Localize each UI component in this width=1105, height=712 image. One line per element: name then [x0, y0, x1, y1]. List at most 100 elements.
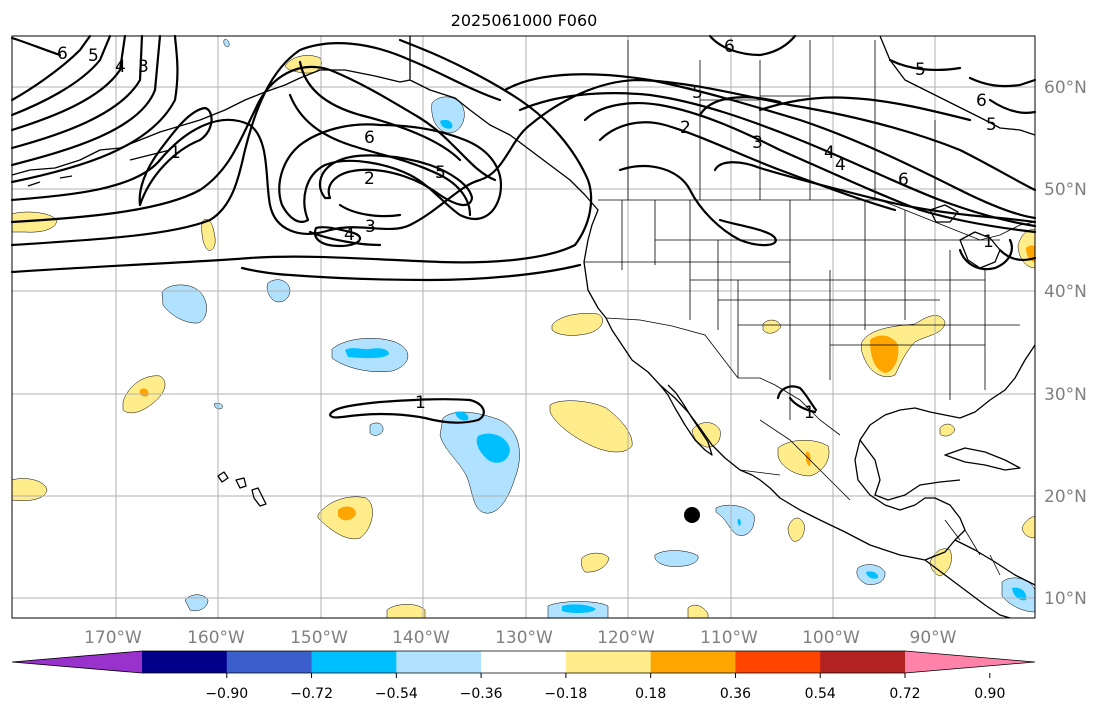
lon-label: 110°W — [700, 628, 758, 648]
colorbar-segment — [820, 651, 906, 673]
positive-area — [777, 440, 830, 477]
contour-label: 2 — [680, 118, 691, 138]
contour-label: 5 — [435, 163, 446, 183]
lat-label: 40°N — [1044, 282, 1087, 302]
negative-core — [562, 604, 596, 614]
contour-label: 1 — [804, 403, 815, 423]
lon-label: 140°W — [392, 628, 450, 648]
positive-area — [939, 423, 956, 437]
contour-label: 3 — [138, 57, 149, 77]
height-contours — [10, 34, 1037, 424]
colorbar-tick-label: −0.90 — [205, 686, 248, 702]
positive-core — [338, 506, 356, 521]
lat-label: 30°N — [1044, 385, 1087, 405]
contour-label: 6 — [57, 44, 68, 64]
contour-label: 6 — [976, 91, 987, 111]
contour-labels: 6 5 4 3 6 2 5 3 4 6 5 2 3 4 6 4 5 5 6 1 … — [57, 37, 997, 423]
negative-area — [369, 422, 384, 436]
colorbar-tick-label: −0.36 — [460, 686, 503, 702]
negative-area — [161, 284, 207, 324]
contour-label: 5 — [986, 115, 997, 135]
contour-label: 1 — [415, 393, 426, 413]
negative-area — [184, 594, 209, 612]
colorbar-segment — [142, 651, 228, 673]
colorbar-tick-label: 0.90 — [974, 686, 1005, 702]
lon-label: 100°W — [802, 628, 860, 648]
positive-area — [549, 400, 633, 453]
colorbar-tick-label: −0.18 — [544, 686, 587, 702]
colorbar-tick-label: −0.54 — [375, 686, 418, 702]
lat-label: 60°N — [1044, 78, 1087, 98]
political-borders — [584, 40, 1036, 576]
longitude-labels: 170°W 160°W 150°W 140°W 130°W 120°W 110°… — [84, 628, 957, 648]
contour-label: 4 — [344, 225, 355, 245]
colorbar-tick-label: 0.72 — [889, 686, 920, 702]
negative-area — [654, 550, 699, 567]
contour-label: 6 — [364, 128, 375, 148]
contour-label: 5 — [692, 83, 703, 103]
contour-label: 4 — [835, 155, 846, 175]
colorbar-tick-label: −0.72 — [290, 686, 333, 702]
positive-area — [551, 313, 603, 336]
positive-area — [762, 319, 782, 334]
map-background — [12, 36, 1035, 618]
colorbar-tick-label: 0.54 — [805, 686, 836, 702]
colorbar-segment — [565, 651, 652, 673]
colorbar-segment — [396, 651, 482, 673]
colorbar-segment — [650, 651, 736, 673]
lon-label: 170°W — [84, 628, 142, 648]
negative-core — [476, 433, 510, 463]
positive-core — [139, 388, 149, 397]
positive-area — [11, 478, 48, 501]
lon-label: 150°W — [290, 628, 348, 648]
colorbar-segment — [481, 651, 567, 673]
colorbar: −0.90 −0.72 −0.54 −0.36 −0.18 0.18 0.36 0.54 0.7… — [11, 650, 1036, 702]
negative-core — [737, 518, 741, 526]
lon-label: 130°W — [495, 628, 553, 648]
contour-label: 2 — [364, 169, 375, 189]
contour-label: 4 — [115, 57, 126, 77]
negative-core — [455, 411, 469, 421]
positive-area — [787, 517, 805, 542]
contour-label: 3 — [752, 133, 763, 153]
colorbar-extend-low — [12, 651, 142, 673]
negative-area — [715, 504, 755, 536]
lon-label: 120°W — [597, 628, 655, 648]
colorbar-segment — [311, 651, 397, 673]
map-panel: 6 5 4 3 6 2 5 3 4 6 5 2 3 4 6 4 5 5 6 1 … — [10, 34, 1037, 619]
contour-label: 4 — [824, 143, 835, 163]
negative-core — [440, 119, 453, 129]
positive-area — [687, 604, 709, 619]
colorbar-segment — [226, 651, 313, 673]
negative-core — [345, 348, 389, 359]
negative-area — [431, 96, 465, 134]
colorbar-segment — [735, 651, 821, 673]
colorbar-tick-label: 0.18 — [635, 686, 666, 702]
lat-label: 10°N — [1044, 589, 1087, 609]
lat-label: 20°N — [1044, 487, 1087, 507]
positive-core — [805, 451, 811, 466]
lat-label: 50°N — [1044, 180, 1087, 200]
map-title: 2025061000 F060 — [451, 11, 598, 30]
lon-label: 90°W — [910, 628, 957, 648]
location-marker — [684, 507, 700, 523]
latitude-labels: 60°N 50°N 40°N 30°N 20°N 10°N — [1044, 78, 1087, 609]
map-frame — [11, 35, 1036, 619]
contour-label: 6 — [724, 37, 735, 57]
anomaly-shading — [11, 39, 1036, 619]
negative-core — [1012, 587, 1027, 601]
colorbar-tick-label: 0.36 — [720, 686, 751, 702]
lon-label: 160°W — [187, 628, 245, 648]
negative-area — [223, 39, 230, 47]
positive-area — [386, 604, 426, 619]
contour-label: 1 — [983, 232, 994, 252]
coastlines — [11, 35, 1036, 619]
contour-label: 6 — [898, 170, 909, 190]
positive-area — [581, 552, 610, 573]
negative-core — [866, 571, 879, 579]
contour-label: 1 — [170, 143, 181, 163]
contour-label: 5 — [88, 46, 99, 66]
colorbar-extend-high — [905, 651, 1035, 673]
contour-label: 3 — [365, 217, 376, 237]
